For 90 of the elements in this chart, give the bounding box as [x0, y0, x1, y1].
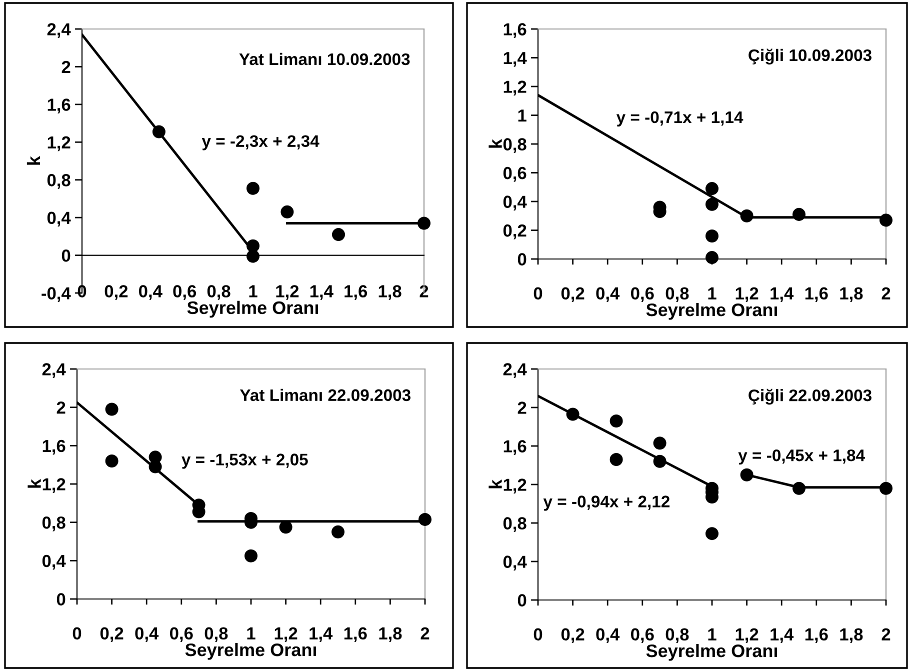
x-tick-label: 0,8: [666, 287, 689, 302]
y-axis-title: k: [488, 138, 502, 148]
x-axis-title: Seyrelme Oranı: [187, 300, 318, 318]
x-tick-label: 1,4: [310, 627, 333, 642]
x-tick-label: 0,2: [561, 628, 584, 644]
y-tick-label: 2,4: [503, 363, 527, 378]
text: Çiğli 22.09.2003: [748, 388, 872, 405]
y-tick-label: 2: [518, 402, 526, 414]
x-tick-label: 1,8: [840, 287, 863, 302]
x-tick-label: 0: [72, 627, 82, 640]
x-tick-label: 0,4: [135, 627, 159, 642]
x-tick-label: 0,2: [104, 285, 128, 300]
x-tick-label: 1,4: [770, 628, 794, 644]
y-tick-label: 0,8: [503, 517, 526, 532]
y-tick-label: 2,4: [47, 23, 71, 38]
y-tick-label: 1,2: [42, 478, 66, 493]
y-tick-label: 1,6: [504, 23, 526, 38]
y-tick-label: 1,2: [504, 80, 526, 96]
text: Çiğli 10.09.2003: [748, 48, 872, 64]
x-tick-label: 1,2: [276, 285, 299, 300]
y-tick-label: 0,8: [47, 174, 70, 189]
y-tick-label: 0,8: [42, 516, 66, 532]
x-tick-label: 0,8: [204, 627, 228, 642]
x-tick-label: 1: [247, 627, 256, 640]
x-tick-label: 2: [420, 627, 430, 640]
y-tick-label: 1,2: [504, 478, 526, 494]
x-tick-label: 1: [249, 285, 258, 298]
x-tick-label: 0,4: [139, 285, 162, 300]
text: Yat Limanı 10.09.2003: [239, 52, 410, 66]
y-tick-label: 0,4: [47, 212, 71, 227]
annotation: y = -0,71x + 1,14: [616, 111, 744, 126]
x-tick-label: 1,4: [310, 285, 334, 300]
x-tick-label: 1,6: [344, 285, 368, 300]
y-axis-title: k: [488, 479, 502, 488]
y-tick-label: 0,8: [503, 138, 526, 153]
x-tick-label: 2: [882, 628, 890, 640]
y-axis-title: k: [28, 478, 41, 488]
annotation: y = -1,53x + 2,05: [182, 454, 308, 469]
x-tick-label: 0: [534, 628, 542, 641]
annotation: y = -0,45x + 1,84: [738, 449, 865, 465]
y-tick-label: 0: [518, 253, 526, 266]
y-tick-label: 2: [62, 60, 70, 74]
y-tick-label: 1,4: [504, 52, 527, 67]
x-tick-label: 0,6: [173, 285, 196, 300]
x-tick-label: 1,8: [379, 627, 402, 642]
y-tick-label: 1,6: [48, 98, 70, 114]
x-tick-label: 0,8: [666, 628, 689, 644]
x-tick-label: 1: [708, 628, 716, 640]
y-tick-label: -0,4: [42, 287, 71, 302]
y-tick-label: 0: [62, 249, 70, 262]
x-tick-label: 0,4: [596, 628, 620, 644]
y-tick-label: 1,2: [48, 136, 70, 152]
x-tick-label: 2: [882, 287, 890, 300]
y-tick-label: 0,4: [503, 196, 527, 210]
x-tick-label: 0,2: [100, 627, 124, 642]
y-tick-label: 0,4: [503, 556, 527, 570]
x-tick-label: 0,6: [170, 627, 193, 642]
x-tick-label: 1,2: [274, 627, 298, 642]
x-axis-title: Seyrelme Oranı: [185, 642, 316, 660]
y-tick-label: 0,2: [503, 224, 526, 240]
x-tick-label: 1,2: [736, 628, 758, 644]
x-tick-label: 0,8: [207, 285, 230, 300]
annotation: y = -2,3x + 2,34: [202, 135, 320, 150]
x-tick-label: 1,6: [805, 628, 828, 644]
x-tick-label: 1,2: [736, 287, 758, 302]
y-axis-title: k: [26, 156, 40, 165]
y-tick-label: 0: [56, 593, 66, 606]
y-tick-label: 1,6: [42, 440, 66, 455]
y-tick-label: 0,4: [42, 554, 66, 570]
y-tick-label: 1,6: [504, 440, 526, 455]
x-axis-title: Seyrelme Oranı: [646, 302, 777, 320]
y-tick-label: 2: [56, 402, 66, 414]
x-tick-label: 0,6: [631, 287, 654, 302]
y-tick-label: 0: [518, 594, 526, 606]
x-tick-label: 1: [708, 287, 716, 300]
text: Yat Limanı 22.09.2003: [240, 388, 410, 402]
y-tick-label: 2,4: [42, 363, 66, 378]
y-tick-label: 1: [518, 110, 526, 122]
x-tick-label: 1,8: [378, 285, 402, 300]
y-tick-label: 0,6: [503, 166, 526, 182]
x-tick-label: 1,8: [840, 628, 863, 644]
x-tick-label: 0: [534, 287, 542, 300]
annotation: y = -0,94x + 2,12: [543, 496, 670, 511]
x-tick-label: 0,4: [596, 287, 620, 302]
x-tick-label: 1,6: [805, 287, 828, 302]
x-tick-label: 0,2: [561, 287, 584, 302]
x-tick-label: 0,6: [631, 628, 654, 644]
x-tick-label: 1,6: [344, 627, 367, 642]
x-axis-title: Seyrelme Oranı: [646, 644, 777, 661]
x-tick-label: 1,4: [770, 287, 794, 302]
